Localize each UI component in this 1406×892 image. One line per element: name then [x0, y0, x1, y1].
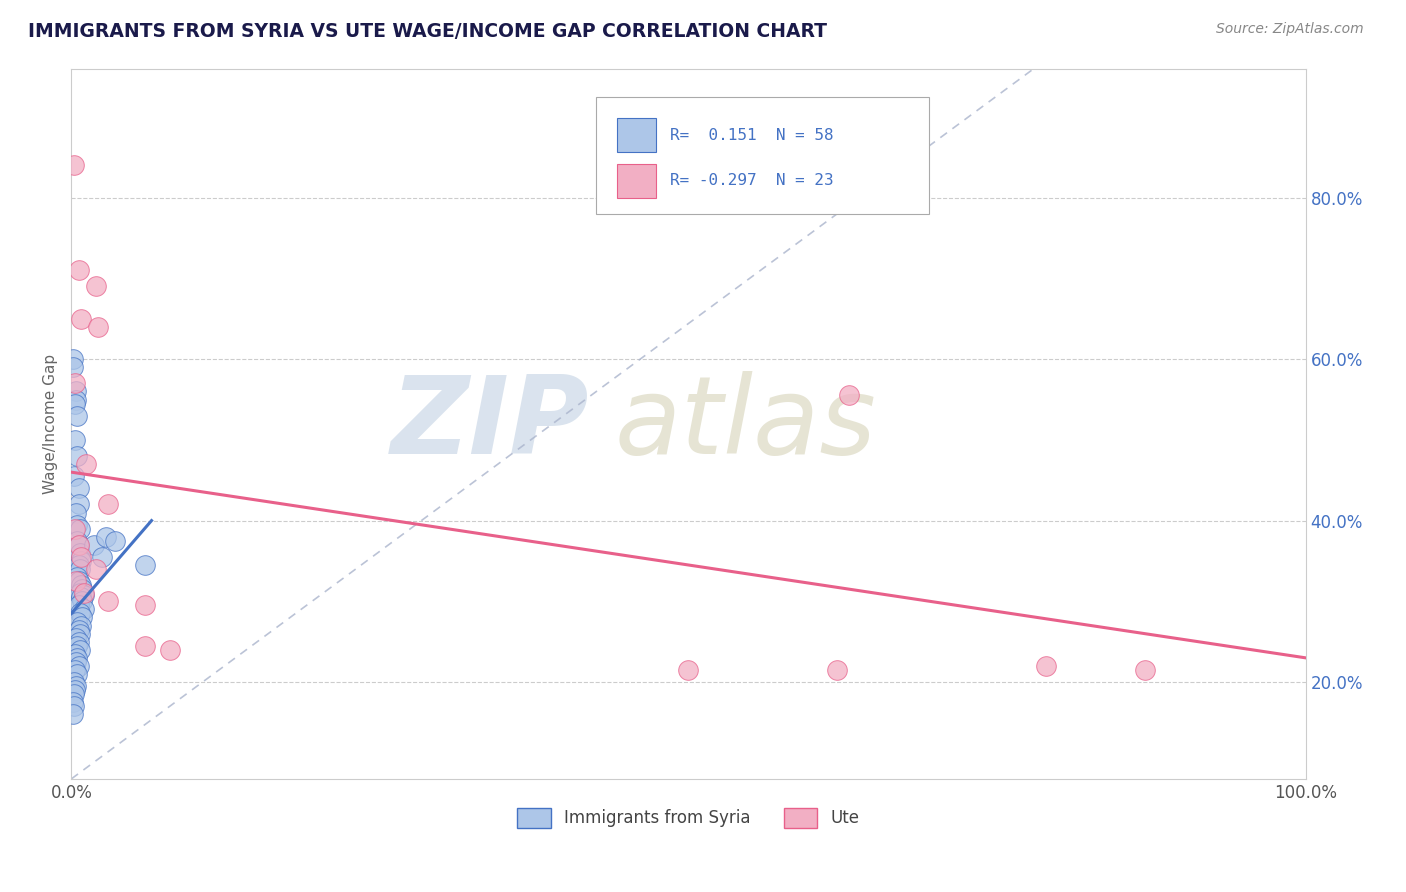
Point	[72, 602, 94, 616]
Point	[72, 610, 94, 624]
Point	[72, 588, 94, 602]
Point	[72, 586, 94, 600]
Point	[62, 695, 84, 709]
Point	[62, 707, 84, 722]
Point	[83, 538, 105, 552]
Point	[66, 667, 89, 681]
Point	[67, 263, 90, 277]
Point	[63, 396, 86, 410]
Point	[67, 623, 90, 637]
Point	[94, 530, 117, 544]
Point	[66, 449, 89, 463]
Point	[69, 522, 91, 536]
Point	[67, 659, 90, 673]
Point	[70, 549, 93, 564]
Point	[65, 631, 87, 645]
Text: R= -0.297  N = 23: R= -0.297 N = 23	[669, 173, 834, 188]
Point	[678, 663, 700, 677]
Point	[97, 594, 120, 608]
Point	[1035, 659, 1057, 673]
Point	[70, 554, 93, 568]
Point	[65, 384, 87, 399]
Point	[62, 687, 84, 701]
Text: ZIP: ZIP	[391, 371, 589, 476]
Point	[69, 586, 91, 600]
Point	[63, 433, 86, 447]
Point	[67, 538, 90, 552]
Text: IMMIGRANTS FROM SYRIA VS UTE WAGE/INCOME GAP CORRELATION CHART: IMMIGRANTS FROM SYRIA VS UTE WAGE/INCOME…	[28, 22, 827, 41]
Point	[63, 647, 86, 661]
Point	[66, 650, 89, 665]
Point	[66, 615, 89, 629]
Point	[63, 522, 86, 536]
Point	[70, 578, 93, 592]
Point	[67, 574, 90, 588]
Point	[91, 549, 114, 564]
Y-axis label: Wage/Income Gap: Wage/Income Gap	[44, 353, 58, 494]
Legend: Immigrants from Syria, Ute: Immigrants from Syria, Ute	[510, 801, 866, 835]
Point	[134, 639, 156, 653]
Point	[69, 546, 91, 560]
Point	[66, 570, 89, 584]
Point	[67, 481, 90, 495]
Point	[65, 392, 87, 407]
Point	[62, 158, 84, 172]
Bar	[617, 164, 657, 198]
Point	[72, 582, 94, 597]
Point	[69, 607, 91, 621]
Point	[67, 558, 90, 572]
Point	[70, 311, 93, 326]
Point	[65, 655, 87, 669]
Bar	[617, 119, 657, 153]
Point	[67, 599, 90, 613]
Point	[66, 409, 89, 423]
Point	[63, 376, 86, 391]
Point	[63, 663, 86, 677]
Point	[69, 642, 91, 657]
Point	[67, 498, 90, 512]
Point	[62, 469, 84, 483]
Point	[62, 699, 84, 714]
Point	[103, 533, 125, 548]
Point	[134, 599, 156, 613]
Point	[65, 506, 87, 520]
Point	[84, 279, 107, 293]
Point	[84, 562, 107, 576]
Point	[838, 388, 860, 402]
Point	[62, 360, 84, 375]
Point	[67, 538, 90, 552]
Point	[69, 562, 91, 576]
Point	[62, 352, 84, 367]
Point	[66, 533, 89, 548]
Point	[70, 591, 93, 605]
Point	[70, 618, 93, 632]
Point	[66, 517, 89, 532]
Point	[65, 574, 87, 588]
Point	[63, 683, 86, 698]
Point	[62, 675, 84, 690]
Point	[1133, 663, 1156, 677]
Point	[65, 679, 87, 693]
Point	[69, 626, 91, 640]
Point	[134, 558, 156, 572]
Text: R=  0.151  N = 58: R= 0.151 N = 58	[669, 128, 834, 143]
Text: atlas: atlas	[614, 371, 876, 476]
Point	[66, 639, 89, 653]
Point	[75, 457, 97, 471]
Point	[72, 594, 94, 608]
Point	[67, 634, 90, 648]
FancyBboxPatch shape	[596, 97, 929, 214]
Point	[97, 498, 120, 512]
Text: Source: ZipAtlas.com: Source: ZipAtlas.com	[1216, 22, 1364, 37]
Point	[87, 319, 110, 334]
Point	[825, 663, 848, 677]
Point	[159, 642, 181, 657]
